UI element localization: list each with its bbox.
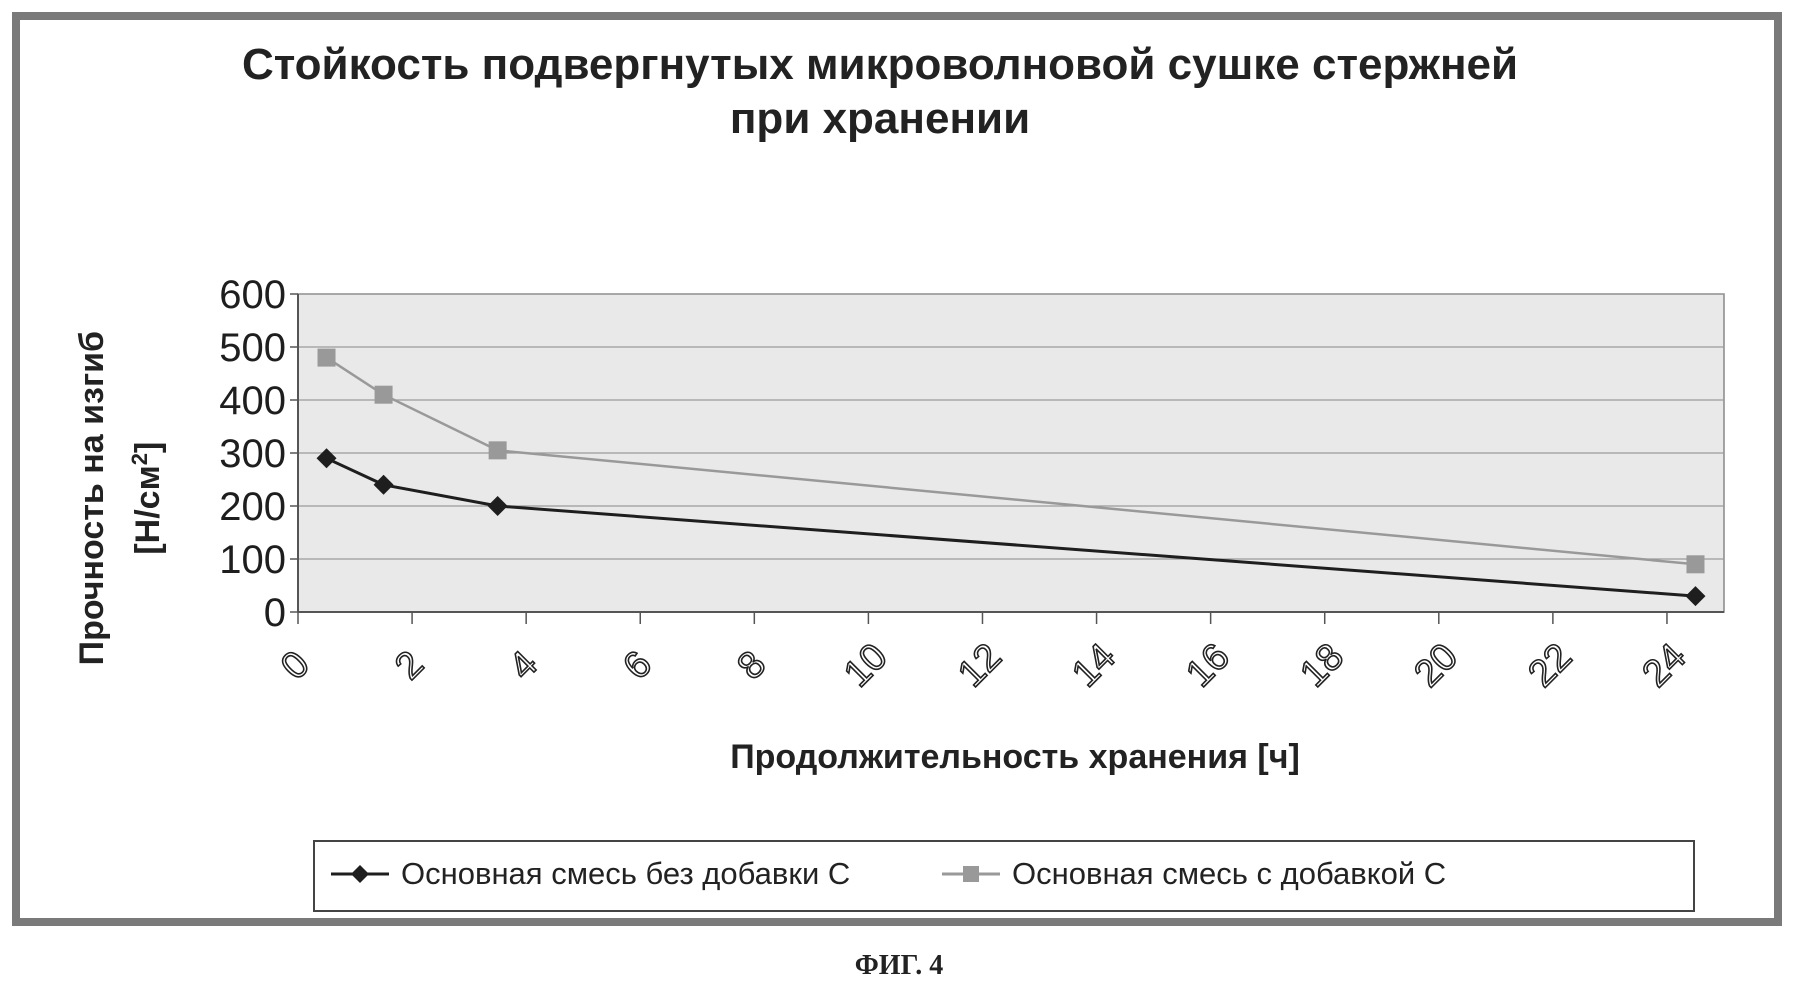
data-point-series-1 xyxy=(373,474,394,495)
x-tick-label: 18 xyxy=(1292,636,1352,696)
x-tick-label: 22 xyxy=(1521,636,1581,696)
y-tick-label: 500 xyxy=(219,326,286,370)
y-axis-unit-end: ] xyxy=(129,441,168,454)
gridlines xyxy=(298,293,1724,560)
data-point-series-1 xyxy=(316,448,337,469)
legend-label-series-1: Основная смесь без добавки С xyxy=(401,856,851,891)
x-axis-title: Продолжительность хранения [ч] xyxy=(730,738,1300,776)
series-line-2 xyxy=(325,356,1696,566)
x-tick-label: 0 xyxy=(273,643,318,688)
x-tick-label: 6 xyxy=(615,643,660,688)
chart-title: Стойкость подвергнутых микроволновой суш… xyxy=(160,38,1600,146)
x-tick-label: 4 xyxy=(501,643,546,688)
data-point-series-2 xyxy=(317,348,336,367)
data-point-series-2 xyxy=(488,441,507,460)
chart-title-line-1: Стойкость подвергнутых микроволновой суш… xyxy=(241,40,1519,89)
x-tick-label: 14 xyxy=(1064,636,1124,696)
data-point-series-2 xyxy=(1686,555,1705,574)
diamond-marker-icon xyxy=(331,865,389,883)
y-tick-label: 400 xyxy=(219,379,286,423)
square-marker-icon xyxy=(942,866,1000,882)
series-line-1 xyxy=(325,456,1696,598)
x-tick-label: 24 xyxy=(1635,636,1695,696)
figure-caption: ФИГ. 4 xyxy=(854,950,944,981)
y-axis-unit-exponent: 2 xyxy=(126,453,152,466)
y-tick-label: 200 xyxy=(219,485,286,529)
y-axis-title-line-2: [Н/см2] xyxy=(116,288,172,708)
series-layer xyxy=(316,348,1706,607)
y-axis-title: Прочность на изгиб [Н/см2] xyxy=(68,288,172,708)
y-tick-label: 0 xyxy=(264,591,286,635)
x-tick-label: 2 xyxy=(387,643,432,688)
x-tick-label: 10 xyxy=(836,636,896,696)
x-tick-label: 12 xyxy=(950,636,1010,696)
data-point-series-2 xyxy=(374,385,393,404)
x-tick-label: 20 xyxy=(1407,636,1467,696)
y-tick-label: 100 xyxy=(219,538,286,582)
x-tick-label: 8 xyxy=(730,643,775,688)
y-tick-label: 600 xyxy=(219,273,286,317)
y-axis-unit-start: [Н/см xyxy=(129,465,168,555)
data-point-series-1 xyxy=(487,496,508,516)
legend: Основная смесь без добавки С Основная см… xyxy=(313,840,1695,912)
legend-label-series-2: Основная смесь с добавкой С xyxy=(1012,856,1447,891)
legend-item-series-2: Основная смесь с добавкой С xyxy=(940,856,1446,892)
x-tick-label: 16 xyxy=(1178,636,1238,696)
y-axis-title-line-1: Прочность на изгиб xyxy=(72,330,111,666)
chart-title-line-2: при хранении xyxy=(729,94,1031,143)
y-tick-label: 300 xyxy=(219,432,286,476)
legend-item-series-1: Основная смесь без добавки С xyxy=(329,856,850,892)
data-point-series-1 xyxy=(1685,586,1706,607)
